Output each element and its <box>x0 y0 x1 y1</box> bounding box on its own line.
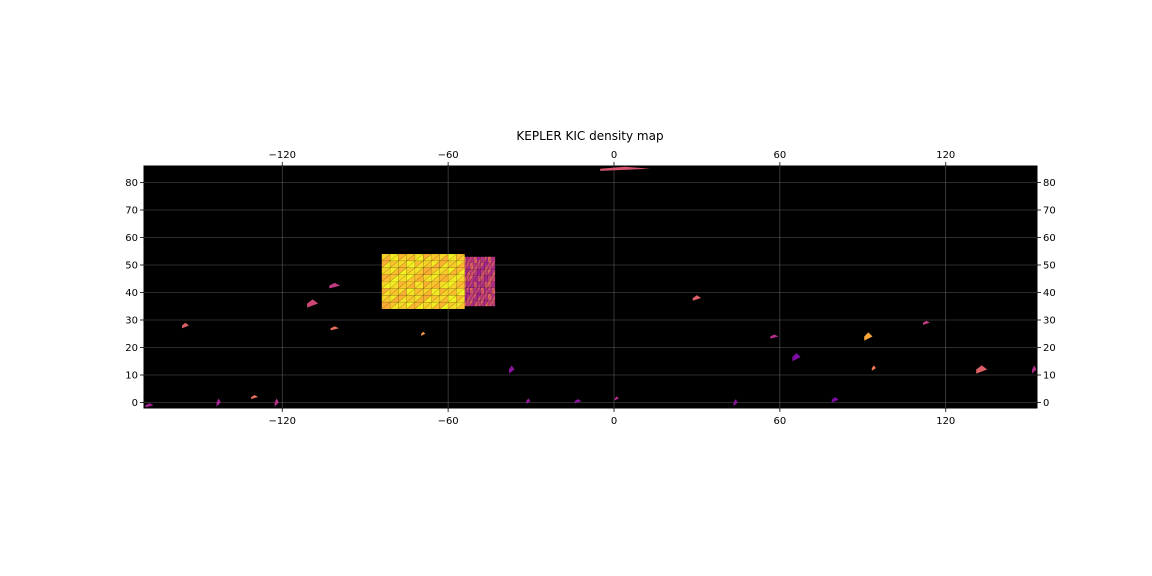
sparse-density-cell <box>864 332 873 341</box>
sparse-density-cell <box>831 397 839 403</box>
main-field-cell <box>455 301 465 310</box>
y-tick-label-right: 40 <box>1043 288 1056 299</box>
y-tick-label-right: 60 <box>1043 233 1056 244</box>
x-tick-label: −60 <box>438 416 459 427</box>
sparse-density-cell <box>526 398 531 404</box>
main-field-cell <box>447 253 457 262</box>
axis-ticks: −120 −120 −60 −60 0 0 60 60 120 120 0 0 10 10 20 20 30 30… <box>125 150 1055 427</box>
secondary-field-cell <box>473 256 478 264</box>
y-tick-label: 0 <box>132 398 138 409</box>
y-tick-label: 20 <box>125 343 138 354</box>
sparse-density-cell <box>614 396 619 401</box>
sparse-density-cell <box>792 353 801 362</box>
x-tick-label-top: −60 <box>438 150 459 161</box>
y-tick-label: 30 <box>125 316 138 327</box>
sparse-density-cell <box>330 326 339 331</box>
main-field-cell <box>389 253 399 262</box>
y-tick-label-right: 0 <box>1043 398 1049 409</box>
grid-lines <box>144 166 1037 408</box>
sparse-density-cell <box>216 398 221 407</box>
main-field-cell <box>455 294 465 303</box>
main-field-cell <box>455 281 465 289</box>
sparse-density-cell <box>770 334 779 339</box>
sparse-density-cell <box>1032 365 1037 374</box>
sparse-density-cell <box>307 299 319 308</box>
sparse-density-cell <box>692 295 702 301</box>
chart-title: KEPLER KIC density map <box>516 129 663 143</box>
secondary-field-cell <box>491 256 496 264</box>
y-tick-label: 50 <box>125 261 138 272</box>
main-field-cell <box>455 267 465 275</box>
y-tick-label: 60 <box>125 233 138 244</box>
sparse-density-cell <box>871 365 876 371</box>
x-tick-label-top: 0 <box>611 150 617 161</box>
main-field-cell <box>414 253 424 262</box>
sparse-density-cell <box>182 322 189 329</box>
main-field-cell <box>381 253 391 262</box>
sparse-density-cell <box>274 398 279 407</box>
main-field-cell <box>423 253 432 262</box>
y-tick-label-right: 50 <box>1043 261 1056 272</box>
y-tick-label-right: 20 <box>1043 343 1056 354</box>
x-tick-label: −120 <box>269 416 296 427</box>
sparse-density-cell <box>421 331 426 336</box>
x-tick-label: 60 <box>774 416 787 427</box>
density-cells <box>145 166 1037 408</box>
y-tick-label: 10 <box>125 371 138 382</box>
main-field-cell <box>455 274 465 282</box>
sparse-density-cell <box>600 166 650 171</box>
main-field-cell <box>455 260 465 268</box>
main-field-cell <box>398 253 408 262</box>
x-tick-label: 0 <box>611 416 617 427</box>
sparse-density-cell <box>145 403 154 408</box>
secondary-field-cell <box>487 256 492 264</box>
y-tick-label-right: 30 <box>1043 316 1056 327</box>
x-tick-label-top: 120 <box>936 150 955 161</box>
x-tick-label-top: −120 <box>269 150 296 161</box>
y-tick-label: 80 <box>125 178 138 189</box>
main-field-cell <box>439 253 449 262</box>
x-tick-label: 120 <box>936 416 955 427</box>
sparse-density-cell <box>251 394 259 400</box>
y-tick-label-right: 80 <box>1043 178 1056 189</box>
secondary-field-cell <box>476 256 482 264</box>
sparse-density-cell <box>922 320 930 325</box>
sparse-density-cell <box>329 282 341 289</box>
y-tick-label-right: 10 <box>1043 371 1056 382</box>
secondary-field-cell <box>466 256 471 264</box>
main-field-cell <box>431 253 441 262</box>
main-field-cell <box>406 253 416 262</box>
secondary-field-cell <box>480 256 485 264</box>
main-field-cell <box>455 253 465 262</box>
y-tick-label: 40 <box>125 288 138 299</box>
y-tick-label: 70 <box>125 206 138 217</box>
sparse-density-cell <box>976 365 988 374</box>
secondary-field-cell <box>469 256 474 264</box>
sparse-density-cell <box>508 365 515 374</box>
main-field-cell <box>455 288 465 296</box>
plot-area <box>143 165 1038 409</box>
x-tick-label-top: 60 <box>774 150 787 161</box>
secondary-field-cell <box>484 256 489 264</box>
sparse-density-cell <box>574 399 582 404</box>
main-field-cell <box>456 253 466 262</box>
y-tick-label-right: 70 <box>1043 206 1056 217</box>
sparse-density-cell <box>733 399 738 406</box>
